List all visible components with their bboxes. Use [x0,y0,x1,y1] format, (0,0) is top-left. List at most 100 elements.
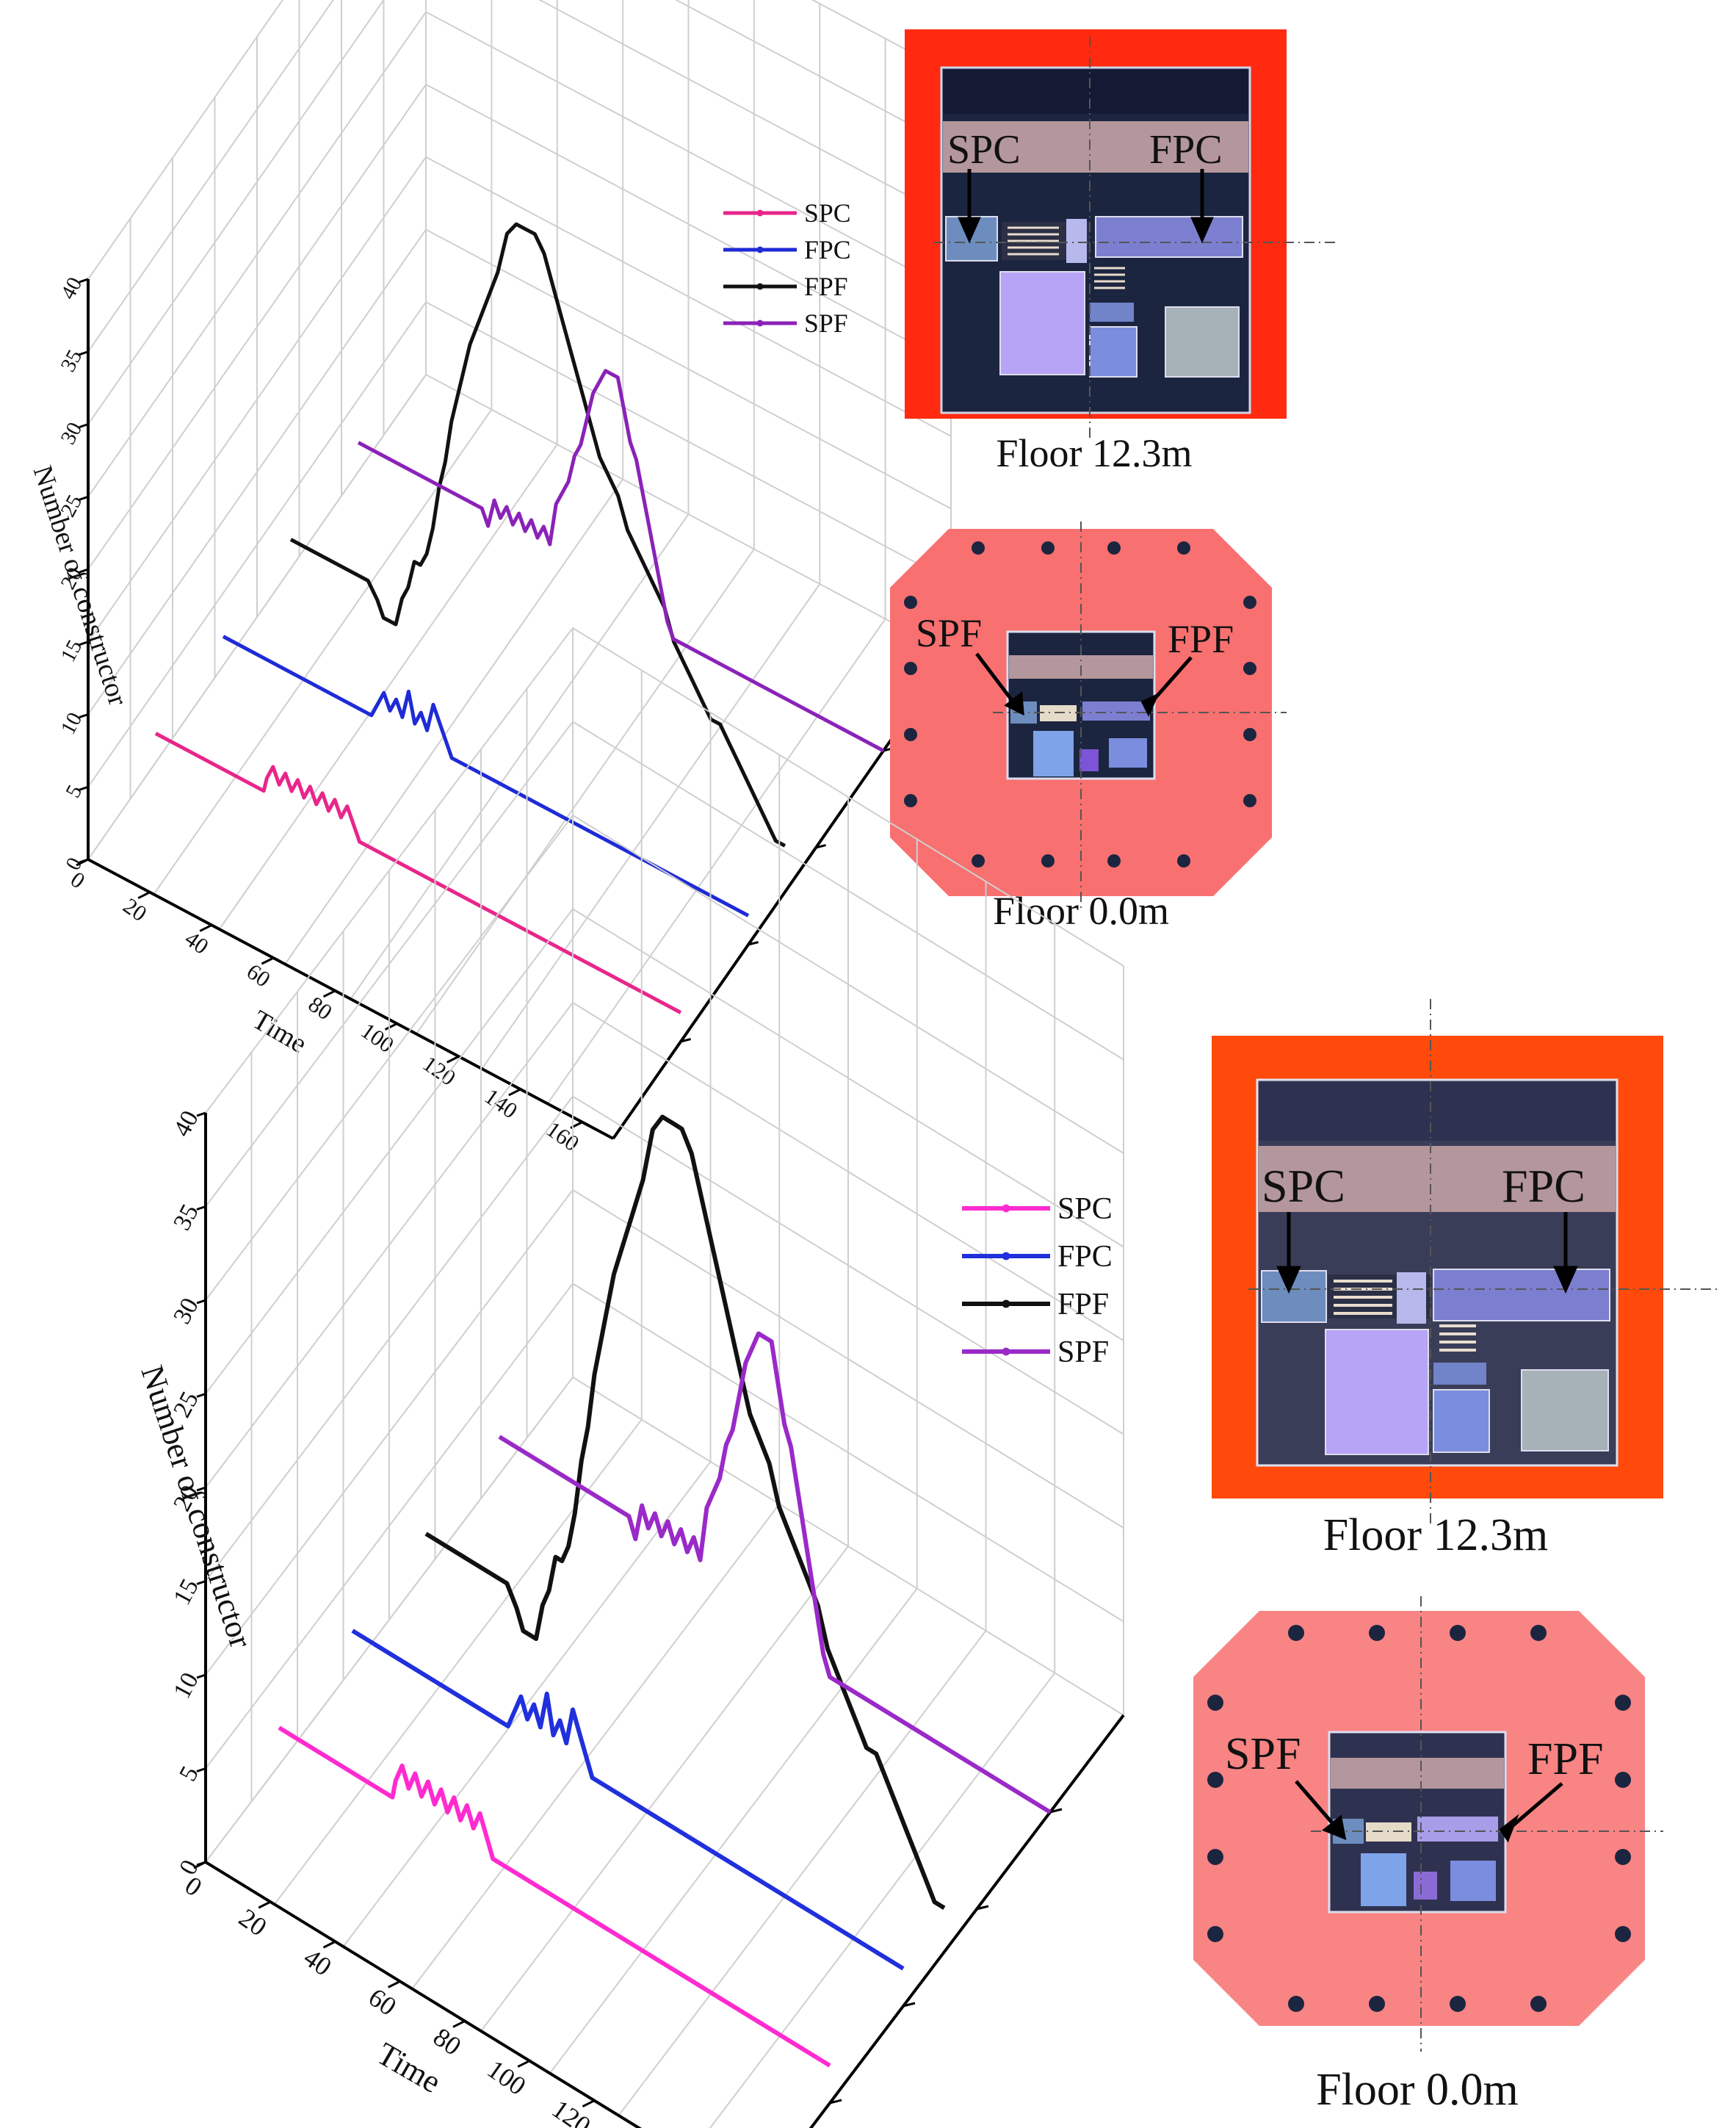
arrow-icon [975,652,1193,717]
legend-label-fpf: FPF [804,272,848,301]
y-tick-label: 15 [168,1575,204,1609]
arrow-icon [1276,1212,1578,1294]
stair-hatch [1334,1280,1392,1315]
y-tick [79,568,89,574]
x-tick [446,1055,460,1064]
x-tick [517,2060,530,2068]
x-tick-label: 20 [118,893,151,926]
y-tick [79,495,89,501]
legend: SPC FPC FPF SPF [723,198,851,338]
x-tick [388,1980,401,1988]
x-tick [322,989,336,998]
plan-label-fpf: FPF [1168,617,1234,661]
y-tick-label: 35 [57,346,87,376]
y-tick [196,1393,206,1398]
series-line-spc [278,1725,831,2068]
y-tick [79,713,89,718]
floor-plan-0m-bottom: SPF FPF [1193,1596,1663,2052]
plan-caption-0m-top: Floor 0.0m [993,889,1169,933]
x-axis [204,1861,643,2128]
legend-marker [1002,1252,1010,1260]
legend-label-fpf: FPF [1057,1288,1109,1321]
plan-label-spf: SPF [916,611,982,655]
x-tick [322,1940,336,1949]
plan-label-fpc: FPC [1502,1160,1585,1212]
legend: SPC FPC FPF SPF [962,1192,1113,1369]
series-line-fpc [222,635,750,917]
plan-caption-0m-bottom: Floor 0.0m [1316,2065,1519,2115]
y-tick [196,1111,206,1117]
legend-marker [1002,1347,1010,1356]
legend-marker [756,209,764,217]
depth-tick [976,1905,989,1911]
y-tick-label: 30 [168,1294,204,1328]
legend-label-spf: SPF [1057,1335,1109,1369]
x-tick-label: 20 [234,1902,272,1941]
plan-band [1259,1146,1616,1212]
y-tick-label: 10 [168,1668,204,1703]
x-tick [452,2020,466,2028]
chart-grid [205,627,1124,2128]
y-tick-label: 5 [174,1762,204,1786]
arrow-icon [1295,1780,1563,1843]
x-tick [199,924,212,932]
floor-plan-12m-bottom: SPC FPC [1212,999,1718,1528]
legend-label-spc: SPC [804,198,851,228]
arrow-icon [958,169,1214,244]
column-dots [904,541,1256,868]
y-tick-label: 40 [57,273,87,303]
legend-marker [756,283,764,290]
legend-label-spc: SPC [1057,1192,1113,1226]
x-tick [384,1022,398,1031]
y-tick [196,1205,206,1211]
x-tick [137,891,151,900]
depth-axis [809,1714,1125,2128]
y-tick-label: 10 [57,709,87,739]
x-tick [258,1900,271,1909]
plan-label-spc: SPC [1262,1160,1345,1212]
depth-tick [748,941,759,946]
stair-hatch [1008,226,1059,256]
y-tick [79,641,89,646]
x-tick [193,1861,206,1869]
x-tick-label: 100 [482,2054,531,2101]
plan-label-spf: SPF [1225,1729,1301,1779]
legend-marker [756,320,764,327]
x-tick-label: 0 [180,1870,208,1902]
y-tick [196,1673,206,1679]
x-tick-label: 0 [66,867,90,894]
y-tick [196,1299,206,1305]
panel-top-svg: 0510152025303540020406080100120140160Tim… [27,0,1338,1156]
plan-caption-12m-top: Floor 12.3m [996,431,1192,475]
legend-marker [1002,1299,1010,1308]
panel-bottom-svg: 0510152025303540020406080100120140160Tim… [134,627,1718,2128]
y-tick [196,1486,206,1492]
floor-plan-12m-top: SPC FPC [905,29,1338,441]
panel-bottom: 0510152025303540020406080100120140160Tim… [0,627,1736,2128]
legend-label-fpc: FPC [804,235,851,264]
series-line-fpf [289,222,786,848]
legend-marker [756,246,764,253]
y-tick [196,1580,206,1585]
x-tick-label: 40 [298,1942,336,1981]
depth-tick [829,2099,842,2104]
floor-plan-0m-top: SPF FPF [890,522,1287,911]
legend-label-fpc: FPC [1057,1240,1113,1274]
x-tick-label: 120 [547,2094,596,2128]
legend-label-spf: SPF [804,309,848,338]
depth-tick [680,1038,691,1043]
x-tick [582,2099,596,2108]
y-tick-label: 30 [57,419,87,449]
series-line-fpc [351,1629,905,1971]
y-tick [196,1767,206,1772]
x-axis [87,858,614,1140]
depth-tick [1049,1808,1063,1814]
panel-top: 0 5 10 15 20 25 30 35 40 0 20 40 60 80 100 120 140 160 Tim… [0,0,1736,1156]
y-tick [79,278,89,284]
series-line-spf [498,1331,1052,1814]
x-tick-label: 40 [181,926,214,959]
y-tick [79,785,89,791]
x-tick-label: 80 [428,2022,466,2061]
y-tick-label: 5 [61,782,87,802]
plan-band [943,121,1248,173]
